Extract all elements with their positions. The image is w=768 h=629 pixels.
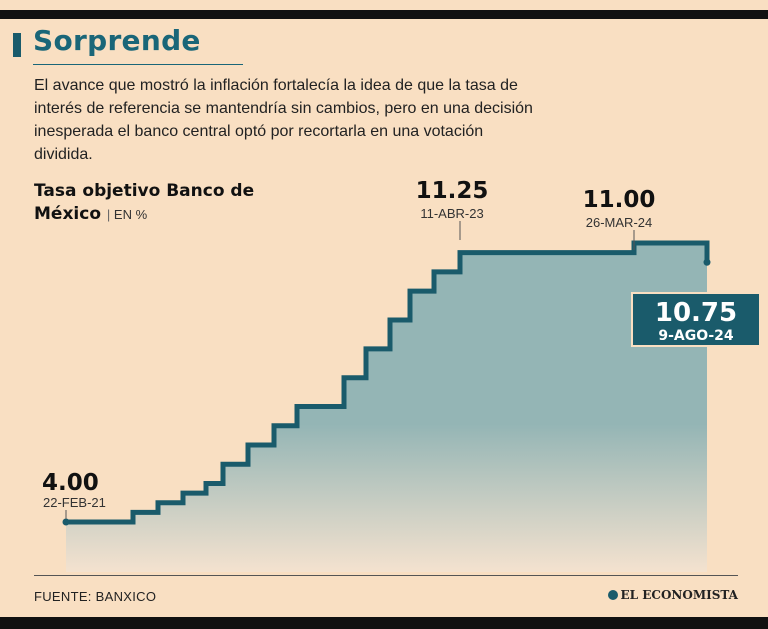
chart-unit-text: EN % [113,207,148,222]
chart-unit: | EN % [106,207,148,222]
end-point-marker [703,258,711,266]
bottom-bar [0,617,768,629]
headline-underline [33,64,243,65]
label-peak-date: 11-ABR-23 [420,206,483,221]
brand-logo: EL ECONOMISTA [607,588,738,602]
label-latest-date: 9-AGO-24 [658,328,734,344]
start-point-marker [62,518,70,526]
brand-icon [607,590,618,600]
label-latest-box [631,292,761,347]
label-latest-value: 10.75 [655,298,737,328]
source-note: FUENTE: BANXICO [34,589,157,604]
label-cut-date: 26-MAR-24 [586,215,652,230]
intro-paragraph: El avance que mostró la inflación fortal… [34,77,533,163]
label-peak-value: 11.25 [416,178,489,204]
top-bar [0,10,768,19]
footer-rule [34,575,738,576]
brand-name: EL ECONOMISTA [620,588,738,602]
headline: Sorprende [33,24,201,57]
rate-area [66,243,707,572]
label-cut-value: 11.00 [583,187,656,213]
chart-title: Tasa objetivo Banco de México [34,181,255,224]
label-start-date: 22-FEB-21 [43,495,106,510]
chart-title-block: Tasa objetivo Banco de México | EN % [34,180,264,226]
rate-step-line [66,240,710,525]
headline-marker [13,33,21,57]
label-start-value: 4.00 [42,470,99,496]
